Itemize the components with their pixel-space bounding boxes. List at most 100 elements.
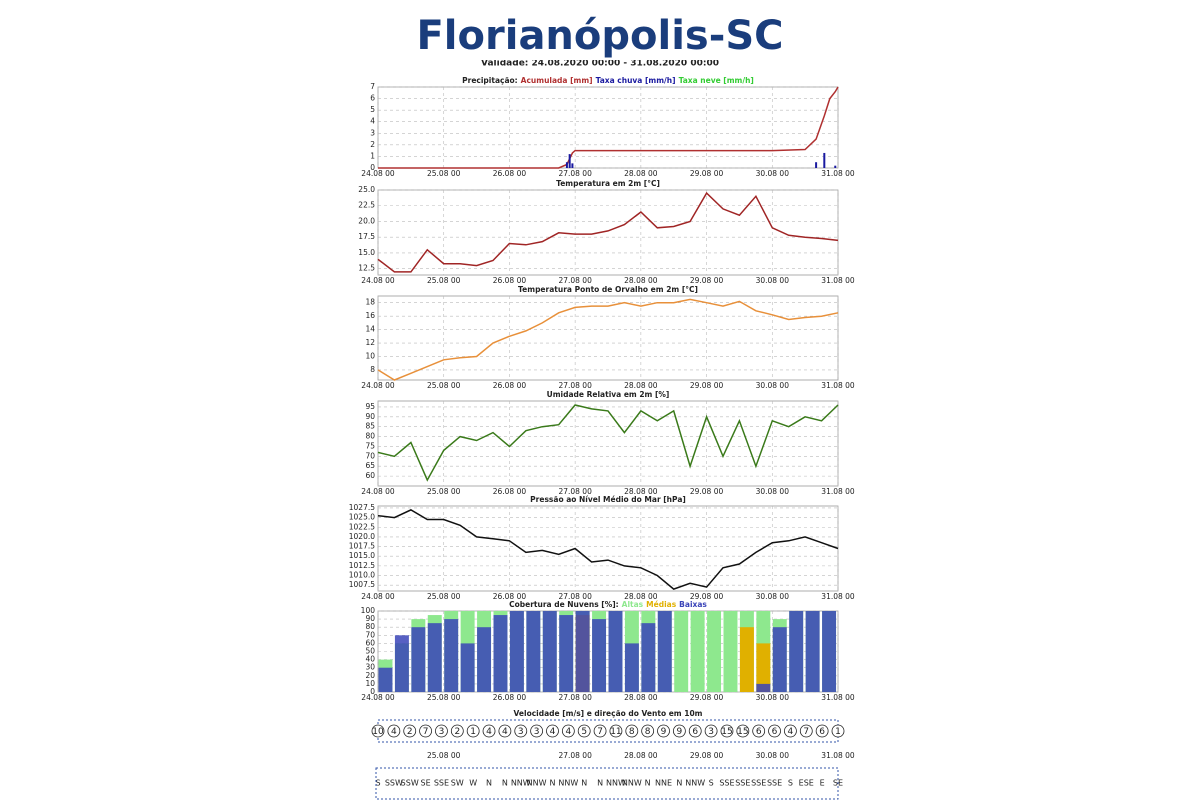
wind-speed-marker: [498, 724, 512, 738]
y-tick-label: 1020.0: [349, 532, 375, 541]
plot-frame: [377, 295, 839, 381]
wind-speed-marker: [530, 724, 544, 738]
y-tick-label: 70: [365, 630, 375, 639]
x-tick-label: 28.08 00: [624, 169, 658, 178]
wind-speed-label: 4: [391, 727, 397, 737]
wind-speed-label: 9: [661, 727, 667, 737]
bar: [526, 611, 541, 692]
wind-speed-label: 7: [803, 727, 809, 737]
y-tick-label: 90: [365, 412, 375, 421]
x-tick-label: 31.08 00: [821, 592, 855, 601]
bar: [571, 163, 574, 168]
wind-speed-marker: [752, 724, 766, 738]
y-tick-label: 3: [370, 128, 375, 137]
x-tick-label: 27.08 00: [558, 276, 592, 285]
x-tick-label: 24.08 00: [361, 276, 395, 285]
wind-speed-marker: [625, 724, 639, 738]
wind-speed-marker: [546, 724, 559, 738]
y-tick-label: 90: [365, 614, 375, 623]
x-tick-label: 30.08 00: [756, 276, 790, 285]
wind-speed-label: 8: [629, 727, 635, 737]
panel-title: Temperatura em 2m [°C]: [556, 179, 660, 188]
x-tick-label: 24.08 00: [361, 169, 395, 178]
wind-speed-label: 7: [597, 727, 603, 737]
y-tick-label: 0: [370, 163, 375, 172]
wind-direction: NNW: [558, 779, 578, 788]
y-tick-label: 5: [370, 105, 375, 114]
wind-speed-marker: [815, 724, 829, 738]
data-line: [377, 298, 839, 381]
wind-direction: NNW: [606, 779, 626, 788]
legend-entry: Taxa neve [mm/h]: [679, 76, 754, 85]
wind-speed-label: 1: [835, 727, 841, 737]
wind-speed-marker: [577, 724, 591, 738]
y-tick-label: 20.0: [358, 216, 375, 225]
wind-direction: S: [788, 779, 793, 788]
panel-title: Pressão ao Nível Médio do Mar [hPa]: [530, 495, 686, 504]
x-tick-label: 25.08 00: [427, 751, 461, 760]
wind-speed-label: 10: [372, 727, 384, 737]
x-tick-label: 30.08 00: [756, 592, 790, 601]
wind-speed-label: 2: [407, 727, 413, 737]
bar: [690, 611, 705, 692]
y-tick-label: 6: [370, 94, 375, 103]
x-tick-label: 27.08 00: [558, 169, 592, 178]
wind-speed-label: 3: [518, 727, 524, 737]
legend-entry: Médias: [646, 600, 677, 609]
y-tick-label: 1010.0: [349, 571, 375, 580]
wind-direction: SSE: [767, 779, 782, 788]
x-tick-label: 25.08 00: [427, 169, 461, 178]
x-tick-label: 30.08 00: [756, 751, 790, 760]
wind-speed-marker: [609, 724, 623, 738]
x-tick-label: 31.08 00: [821, 381, 855, 390]
panel-title-text: Cobertura de Nuvens [%]:: [509, 600, 619, 609]
wind-direction: SSW: [385, 779, 403, 788]
bar: [394, 635, 409, 692]
wind-direction: S: [709, 779, 714, 788]
y-tick-label: 18: [365, 298, 375, 307]
panel-title: Velocidade [m/s] e direção do Vento em 1…: [514, 709, 703, 718]
wind-speed-marker: [419, 724, 432, 738]
bar: [575, 611, 590, 692]
x-tick-label: 29.08 00: [690, 592, 724, 601]
x-tick-label: 26.08 00: [493, 276, 527, 285]
bar: [805, 611, 820, 692]
x-tick-label: 26.08 00: [493, 693, 527, 702]
wind-speed-label: 15: [737, 727, 748, 737]
wind-direction: N: [502, 779, 508, 788]
wind-speed-marker: [784, 724, 797, 738]
wind-speed-label: 4: [502, 727, 508, 737]
y-tick-label: 100: [361, 606, 376, 615]
y-tick-label: 80: [365, 622, 375, 631]
x-tick-label: 29.08 00: [690, 693, 724, 702]
wind-speed-marker: [831, 724, 845, 738]
wind-speed-marker: [768, 724, 781, 738]
wind-direction: NNW: [511, 779, 531, 788]
y-tick-label: 10: [365, 351, 375, 360]
wind-direction: W: [469, 779, 477, 788]
plot-frame: [377, 505, 839, 592]
x-tick-label: 25.08 00: [427, 487, 461, 496]
wind-speed-marker: [593, 724, 607, 738]
y-tick-label: 7: [370, 82, 375, 91]
y-tick-label: 10: [365, 679, 375, 688]
wind-speed-marker: [403, 724, 417, 738]
wind-speed-label: 2: [454, 727, 460, 737]
y-tick-label: 17.5: [358, 232, 375, 241]
bar: [815, 162, 818, 168]
bar: [789, 611, 804, 692]
wind-speed-marker: [688, 724, 702, 738]
y-tick-label: 75: [365, 441, 375, 450]
bar: [772, 627, 787, 692]
wind-speed-marker: [799, 724, 813, 738]
bar: [493, 615, 508, 692]
direction-box: [375, 767, 839, 800]
y-tick-label: 1025.0: [349, 513, 375, 522]
x-tick-label: 29.08 00: [690, 751, 724, 760]
x-tick-label: 29.08 00: [690, 487, 724, 496]
data-line: [377, 509, 839, 590]
wind-speed-marker: [657, 724, 670, 738]
bar: [756, 683, 771, 692]
x-tick-label: 25.08 00: [427, 693, 461, 702]
